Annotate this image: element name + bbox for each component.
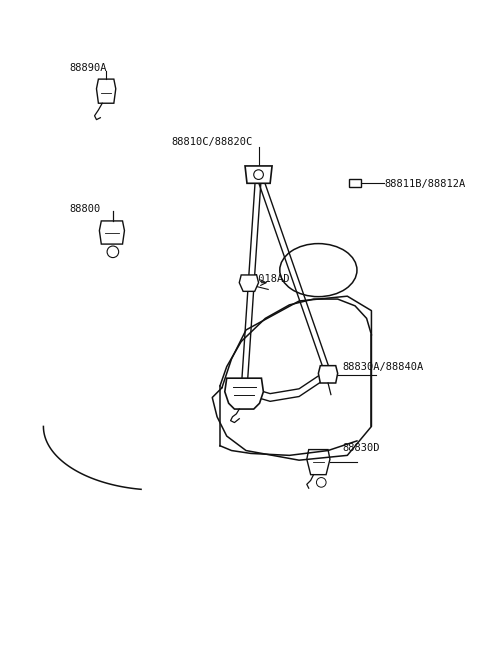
Polygon shape bbox=[318, 366, 337, 383]
Text: 1018AD: 1018AD bbox=[253, 274, 290, 284]
Polygon shape bbox=[239, 275, 259, 291]
Polygon shape bbox=[245, 166, 272, 183]
Text: 88890A: 88890A bbox=[70, 63, 107, 74]
Polygon shape bbox=[225, 378, 264, 409]
Text: 88811B/88812A: 88811B/88812A bbox=[384, 179, 465, 189]
Text: 88800: 88800 bbox=[70, 204, 101, 214]
Text: 88830D: 88830D bbox=[343, 443, 380, 453]
Text: 88810C/88820C: 88810C/88820C bbox=[172, 137, 253, 147]
Text: 88830A/88840A: 88830A/88840A bbox=[343, 363, 424, 373]
